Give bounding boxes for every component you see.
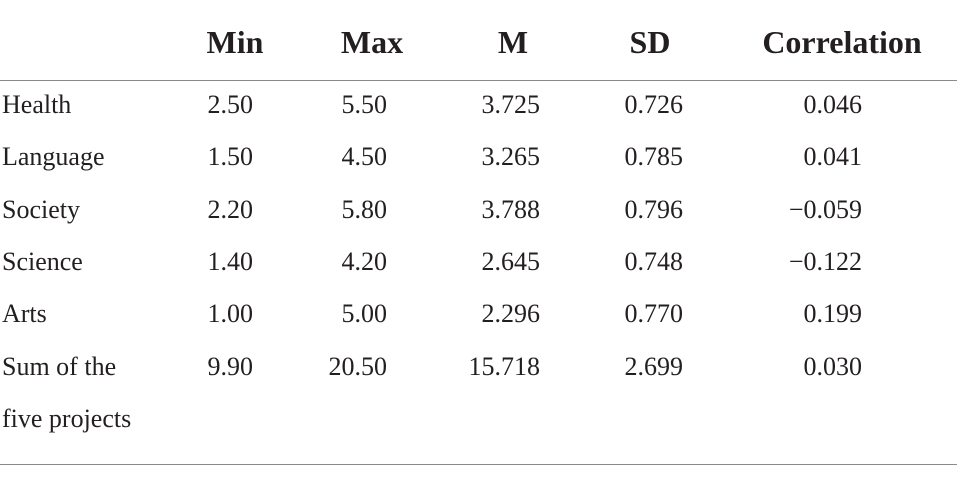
row-label: Language [2, 142, 105, 172]
cell: 3.725 [481, 90, 541, 119]
cell: 5.00 [341, 299, 388, 329]
cell: 5.50 [341, 90, 388, 119]
column-header: SD [629, 24, 671, 60]
cell: 0.785 [624, 142, 684, 172]
bottom-rule [0, 464, 957, 465]
cell: 1.00 [207, 299, 254, 329]
column-header: M [497, 24, 529, 60]
row-label: Sum of the five projects [2, 351, 132, 433]
cell: 5.80 [341, 194, 388, 224]
column-header: Min [206, 24, 264, 60]
cell: 0.046 [803, 90, 863, 119]
cell: 0.726 [624, 90, 684, 119]
column-header: Correlation [762, 24, 922, 60]
cell: 20.50 [328, 351, 388, 381]
column-header: Max [340, 24, 404, 60]
row-label: Society [2, 194, 80, 224]
header-rule [0, 80, 957, 81]
cell: 1.50 [207, 142, 254, 172]
cell: 9.90 [207, 351, 254, 381]
cell: 2.20 [207, 194, 254, 224]
cell: 0.199 [803, 299, 863, 329]
cell: 0.030 [803, 351, 863, 381]
cell: 4.20 [341, 246, 388, 276]
cell: 15.718 [468, 351, 541, 381]
cell: 2.296 [481, 299, 541, 329]
row-label: Science [2, 246, 83, 276]
cell: 0.041 [803, 142, 863, 172]
cell: 4.50 [341, 142, 388, 172]
cell: −0.122 [788, 246, 862, 276]
cell: 2.50 [207, 90, 254, 119]
row-label: Arts [2, 299, 47, 329]
cell: 0.770 [624, 299, 684, 329]
cell: 3.265 [481, 142, 541, 172]
cell: 3.788 [481, 194, 541, 224]
cell: 0.748 [624, 246, 684, 276]
cell: −0.059 [788, 194, 862, 224]
cell: 2.645 [481, 246, 541, 276]
row-label: Health [2, 90, 72, 119]
cell: 1.40 [207, 246, 254, 276]
cell: 2.699 [624, 351, 684, 381]
cell: 0.796 [624, 194, 684, 224]
